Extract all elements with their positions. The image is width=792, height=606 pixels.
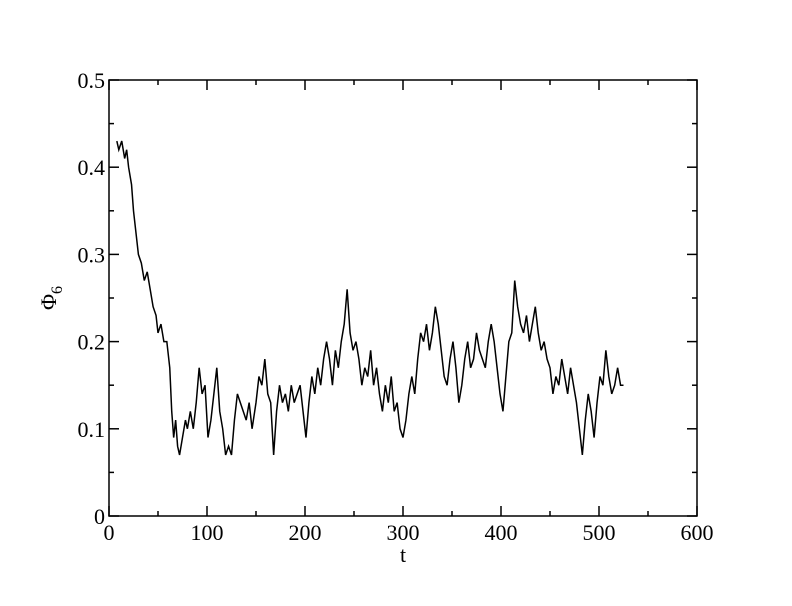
y-tick-label: 0.2 xyxy=(78,330,106,355)
y-axis-symbol: Φ xyxy=(36,294,61,310)
plot-frame xyxy=(108,79,698,517)
y-tick-label: 0 xyxy=(94,504,105,529)
x-tick-label: 300 xyxy=(387,520,420,545)
x-tick-label: 600 xyxy=(681,520,714,545)
x-tick-label: 200 xyxy=(289,520,322,545)
x-tick-label: 400 xyxy=(485,520,518,545)
y-tick-label: 0.4 xyxy=(78,155,106,180)
x-tick-label: 500 xyxy=(583,520,616,545)
y-tick-label: 0.1 xyxy=(78,417,106,442)
y-tick-label: 0.3 xyxy=(78,242,106,267)
y-axis-subscript: 6 xyxy=(49,286,66,294)
x-tick-label: 100 xyxy=(191,520,224,545)
y-axis-label: Φ6 xyxy=(36,286,66,310)
y-tick-label: 0.5 xyxy=(78,68,106,93)
x-tick-label: 0 xyxy=(104,520,115,545)
data-line xyxy=(116,140,624,456)
x-axis-label: t xyxy=(400,542,406,567)
